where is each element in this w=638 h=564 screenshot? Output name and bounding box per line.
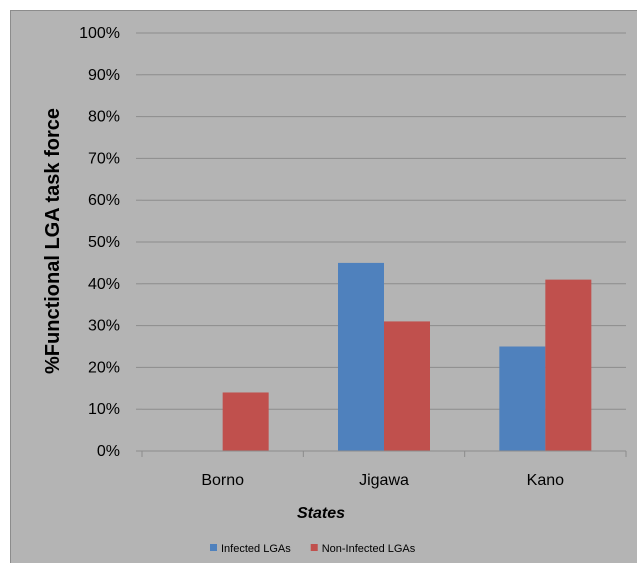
bar-non-infected-lgas-jigawa bbox=[384, 321, 430, 451]
chart-area: 0% 10% 20% 30% 40% 50% 60% 70% 80% 90% 100% Borno J… bbox=[10, 10, 637, 563]
y-axis-tick-labels: 0% 10% 20% 30% 40% 50% 60% 70% 80% 90% 100% bbox=[79, 25, 120, 460]
y-tick-label: 30% bbox=[88, 318, 120, 335]
y-tick-label: 10% bbox=[88, 401, 120, 418]
x-category-label: Jigawa bbox=[359, 472, 409, 489]
x-axis-category-labels: Borno Jigawa Kano bbox=[201, 472, 564, 489]
bar-infected-lgas-kano bbox=[499, 346, 546, 451]
legend-label: Non-Infected LGAs bbox=[322, 543, 416, 555]
y-tick-label: 60% bbox=[88, 192, 120, 209]
x-category-label: Kano bbox=[527, 472, 564, 489]
x-axis-title: States bbox=[297, 505, 345, 522]
y-tick-label: 40% bbox=[88, 276, 120, 293]
bar-infected-lgas-jigawa bbox=[338, 262, 384, 451]
y-axis-title: %Functional LGA task force bbox=[42, 108, 64, 374]
y-tick-label: 50% bbox=[88, 234, 120, 251]
y-tick-label: 20% bbox=[88, 359, 120, 376]
legend: Infected LGAs Non-Infected LGAs bbox=[210, 543, 416, 555]
bar-chart: 0% 10% 20% 30% 40% 50% 60% 70% 80% 90% 100% Borno J… bbox=[42, 25, 627, 555]
y-tick-label: 100% bbox=[79, 25, 120, 42]
legend-swatch bbox=[210, 544, 217, 551]
bars bbox=[222, 262, 592, 451]
legend-swatch bbox=[310, 544, 318, 551]
bar-non-infected-lgas-kano bbox=[545, 279, 592, 451]
y-tick-label: 70% bbox=[88, 150, 120, 167]
bar-non-infected-lgas-borno bbox=[222, 392, 269, 451]
x-category-label: Borno bbox=[201, 472, 244, 489]
y-tick-label: 80% bbox=[88, 109, 120, 126]
y-tick-label: 0% bbox=[97, 443, 120, 460]
legend-label: Infected LGAs bbox=[221, 543, 291, 555]
y-tick-label: 90% bbox=[88, 67, 120, 84]
x-axis-ticks bbox=[141, 451, 627, 457]
